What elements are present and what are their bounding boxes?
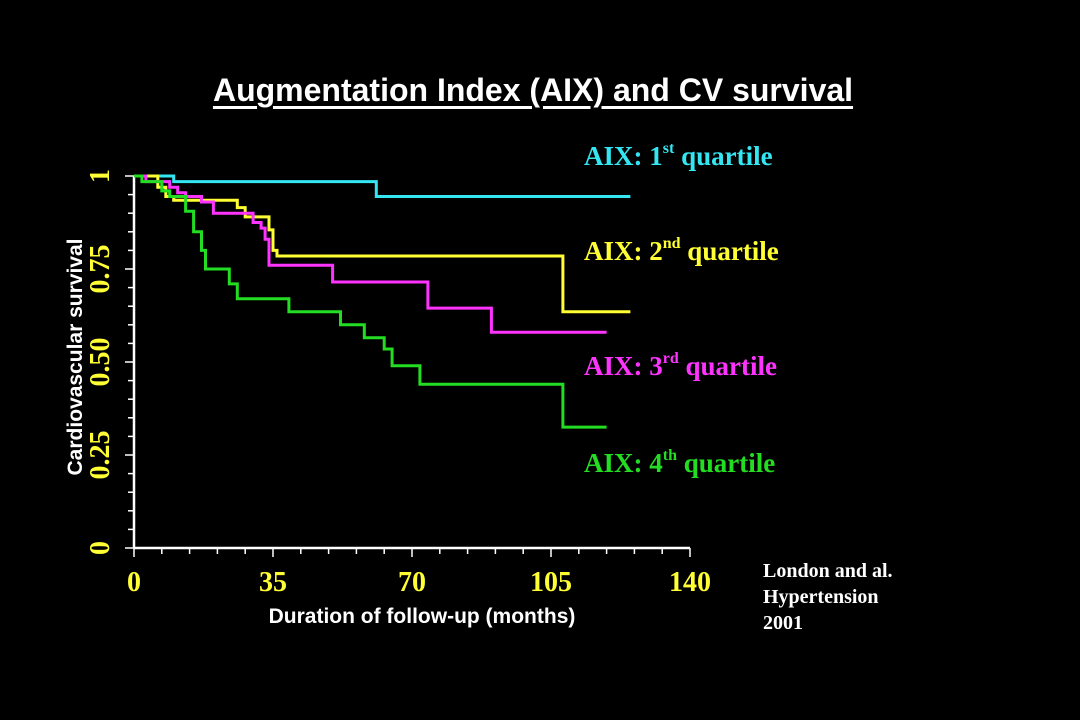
y-tick-label: 0.25: [85, 431, 116, 480]
x-tick-label: 35: [259, 567, 287, 598]
legend-tail-q3: quartile: [678, 351, 778, 381]
x-tick-label: 0: [127, 567, 141, 598]
legend-entry-q2: AIX: 2nd quartile: [584, 235, 779, 267]
legend-sup-q1: st: [662, 140, 675, 157]
chart-series: [134, 174, 631, 429]
legend-sup-q4: th: [662, 447, 677, 464]
legend-label-q3: AIX: 3: [584, 351, 663, 381]
chart-axes: 0 35 70 105 140 0 0.25 0.50 0.75 1: [85, 169, 711, 598]
legend-tail-q2: quartile: [680, 236, 779, 266]
y-tick-label: 0: [85, 541, 116, 555]
series-line-q4: [134, 174, 607, 429]
legend-entry-q3: AIX: 3rd quartile: [584, 350, 777, 382]
y-tick-label: 0.75: [85, 245, 116, 294]
series-line-q1: [134, 174, 631, 198]
y-axis-label: Cardiovascular survival: [64, 239, 87, 476]
legend-label-q4: AIX: 4: [584, 448, 663, 478]
legend-entry-q1: AIX: 1st quartile: [584, 140, 773, 172]
legend-label-q1: AIX: 1: [584, 141, 663, 171]
legend-entry-q4: AIX: 4th quartile: [584, 447, 775, 479]
chart-title: Augmentation Index (AIX) and CV survival: [212, 72, 854, 108]
x-tick-label: 140: [669, 567, 711, 598]
citation-journal: Hypertension: [763, 586, 879, 608]
x-tick-label: 70: [398, 567, 426, 598]
x-tick-label: 105: [530, 567, 572, 598]
citation: London and al. Hypertension 2001: [763, 558, 893, 636]
legend-label-q2: AIX: 2: [584, 236, 663, 266]
legend-sup-q2: nd: [662, 235, 681, 252]
y-tick-label: 0.50: [85, 338, 116, 387]
legend-sup-q3: rd: [662, 350, 679, 367]
x-axis-label: Duration of follow-up (months): [269, 605, 576, 628]
legend-tail-q1: quartile: [674, 141, 773, 171]
citation-year: 2001: [763, 612, 803, 634]
legend-tail-q4: quartile: [676, 448, 776, 478]
citation-authors: London and al.: [763, 560, 893, 582]
series-line-q3: [134, 174, 607, 334]
y-tick-label: 1: [85, 169, 116, 183]
